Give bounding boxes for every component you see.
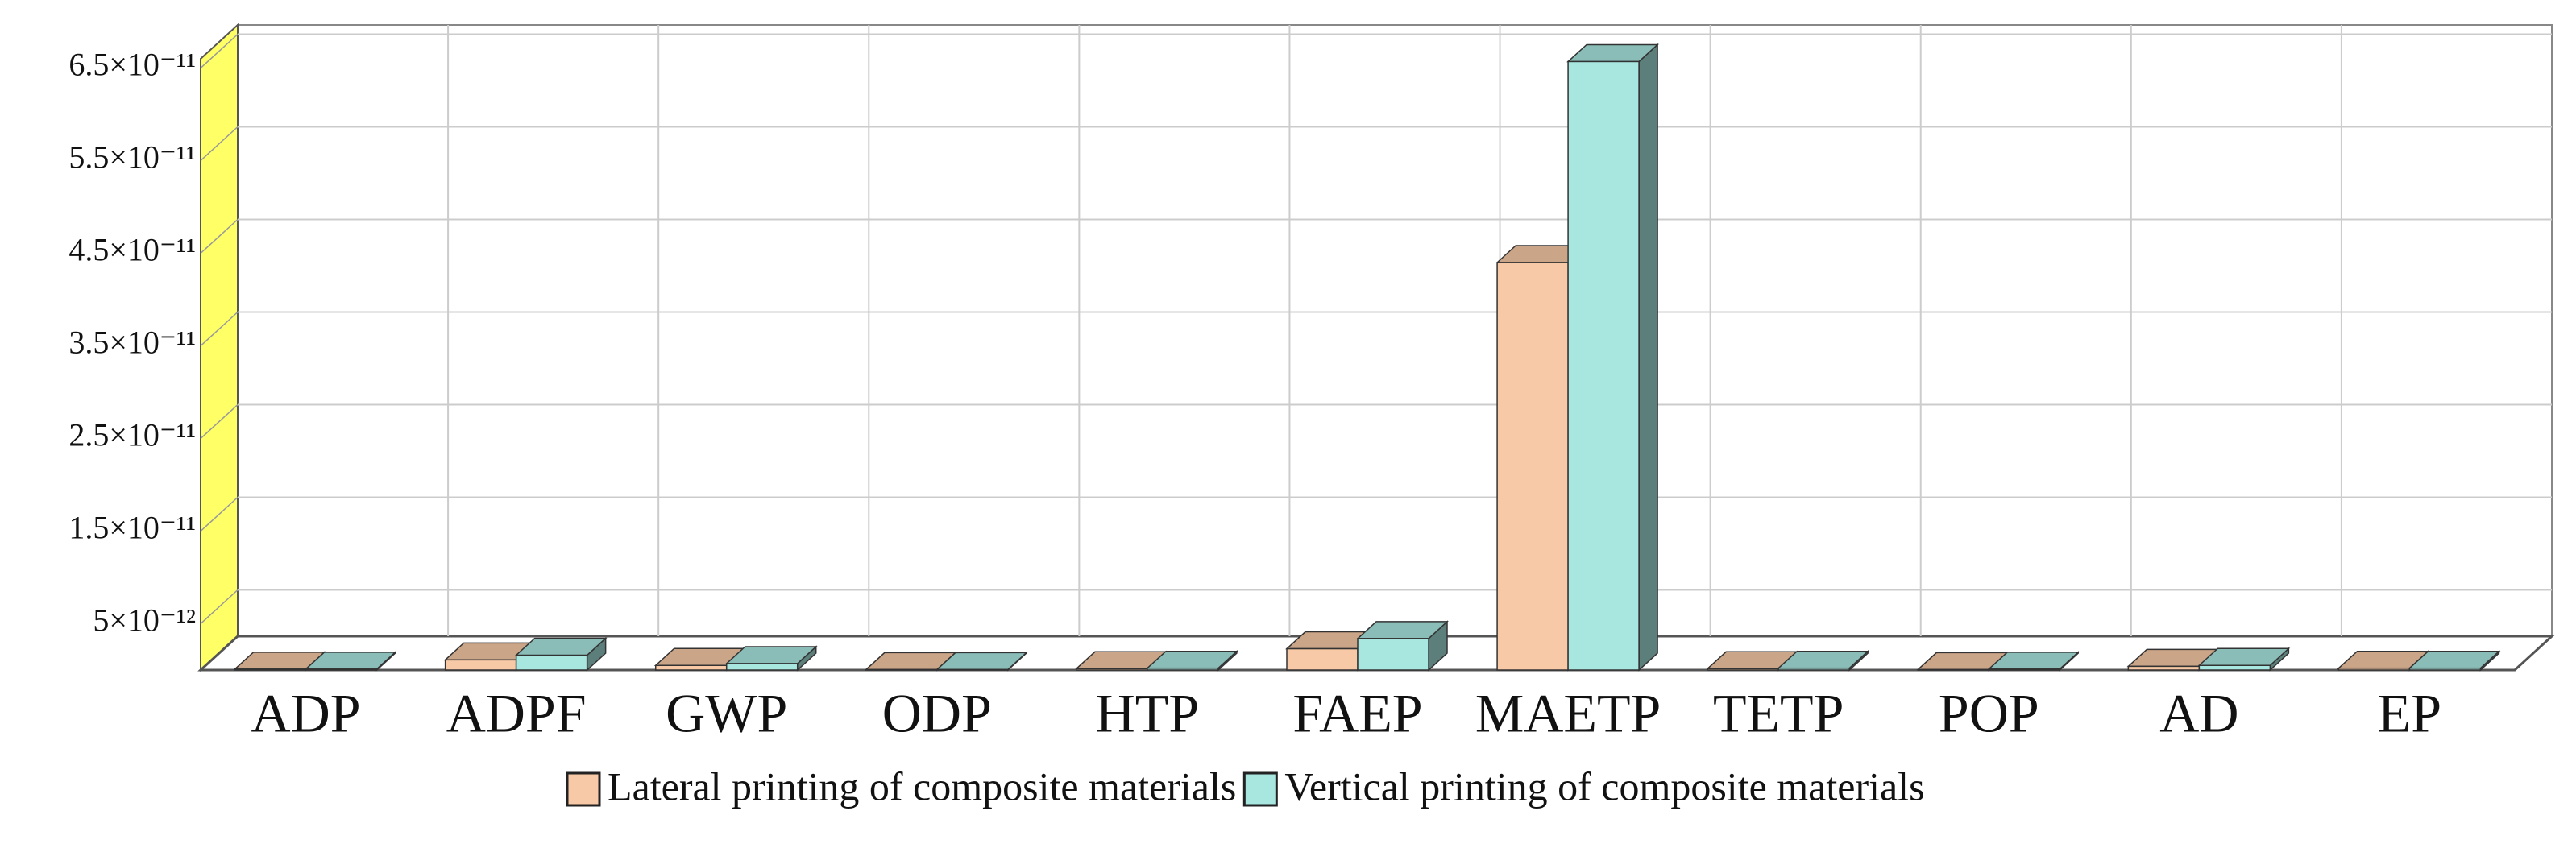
x-tick-label: ODP bbox=[882, 683, 992, 744]
legend-label: Vertical printing of composite materials bbox=[1284, 763, 1924, 809]
bar bbox=[1707, 668, 1779, 671]
bar bbox=[725, 663, 799, 671]
bar bbox=[2408, 667, 2482, 671]
x-tick-label: POP bbox=[1939, 683, 2039, 744]
grid-line-side bbox=[200, 126, 239, 162]
y-tick-label: 5.5×10⁻¹¹ bbox=[68, 139, 196, 176]
x-tick-label: ADPF bbox=[446, 683, 587, 744]
bar bbox=[444, 659, 517, 671]
grid-line-side bbox=[200, 218, 239, 254]
y-tick-label: 4.5×10⁻¹¹ bbox=[68, 232, 196, 268]
back-wall bbox=[237, 24, 2553, 637]
x-tick-label: GWP bbox=[666, 683, 787, 744]
bar bbox=[1286, 647, 1359, 671]
bar bbox=[234, 668, 307, 671]
grid-line-side bbox=[200, 33, 239, 69]
bar bbox=[2198, 664, 2271, 671]
x-tick-label: AD bbox=[2159, 683, 2238, 744]
bar bbox=[1777, 667, 1850, 671]
legend-swatch bbox=[566, 771, 601, 807]
grid-line-side bbox=[200, 403, 239, 440]
y-tick-label: 1.5×10⁻¹¹ bbox=[68, 510, 196, 546]
y-tick-label: 3.5×10⁻¹¹ bbox=[68, 325, 196, 361]
bar bbox=[2127, 665, 2201, 671]
bar bbox=[1567, 60, 1640, 671]
x-tick-label: HTP bbox=[1096, 683, 1199, 744]
bar bbox=[1917, 668, 1990, 671]
grid-line-side bbox=[200, 311, 239, 347]
bar bbox=[936, 668, 1009, 671]
x-tick-label: ADP bbox=[251, 683, 361, 744]
bar bbox=[1147, 667, 1219, 671]
bar bbox=[654, 664, 728, 671]
x-tick-label: TETP bbox=[1713, 683, 1844, 744]
legend-label: Lateral printing of composite materials bbox=[608, 763, 1236, 809]
y-tick-label: 6.5×10⁻¹¹ bbox=[68, 47, 196, 83]
grid-line-side bbox=[200, 589, 239, 625]
bar-side bbox=[1638, 43, 1658, 672]
legend-swatch bbox=[1242, 771, 1278, 807]
x-tick-label: MAETP bbox=[1475, 683, 1661, 744]
x-tick-label: FAEP bbox=[1292, 683, 1422, 744]
bar bbox=[305, 668, 378, 671]
bar bbox=[865, 668, 938, 671]
y-tick-label: 2.5×10⁻¹¹ bbox=[68, 417, 196, 453]
bar bbox=[515, 654, 588, 671]
bar bbox=[2337, 667, 2411, 671]
bar bbox=[1076, 668, 1148, 671]
bar bbox=[1496, 262, 1569, 671]
left-wall bbox=[200, 23, 239, 672]
bar bbox=[1357, 638, 1429, 671]
grid-line-side bbox=[200, 496, 239, 532]
bar bbox=[1988, 668, 2061, 671]
y-tick-label: 5×10⁻¹² bbox=[93, 602, 196, 639]
x-tick-label: EP bbox=[2378, 683, 2441, 744]
